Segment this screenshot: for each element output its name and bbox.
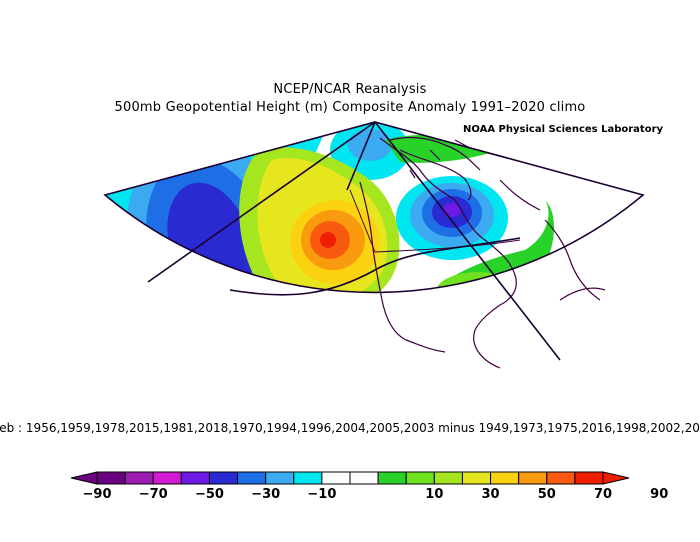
borders <box>349 189 521 253</box>
colorbar-arrow-right <box>602 471 630 485</box>
colorbar-tick-label: 10 <box>425 487 443 502</box>
coastlines <box>359 136 606 369</box>
northeast-pacific-ridge <box>239 147 400 293</box>
colorbar-tick-label: −90 <box>83 487 112 502</box>
colorbar-swatch <box>237 471 267 485</box>
colorbar-swatch <box>518 471 548 485</box>
colorbar-swatch <box>490 471 520 485</box>
colorbar-swatch <box>152 471 182 485</box>
colorbar-swatch <box>461 471 492 485</box>
colorbar-swatch <box>180 471 210 485</box>
chart-subtitle-line: 500mb Geopotential Height (m) Composite … <box>114 100 586 115</box>
colorbar-swatch <box>124 471 154 485</box>
colorbar-swatch <box>293 471 323 485</box>
colorbar-tick-label: −50 <box>195 487 224 502</box>
colorbar-swatch <box>433 471 463 485</box>
colorbar-arrow-left <box>70 471 98 485</box>
colorbar-tick-label: −30 <box>251 487 280 502</box>
grid-lines <box>147 121 561 361</box>
credit-label: NOAA Physical Sciences Laboratory <box>463 124 664 135</box>
colorbar-swatch <box>96 471 126 485</box>
colorbar-swatch <box>377 471 407 485</box>
sector-outline <box>103 121 645 294</box>
colorbar-tick-label: −10 <box>307 487 336 502</box>
colorbar-tick-label: 50 <box>538 487 556 502</box>
colorbar-swatch <box>546 471 576 485</box>
colorbar-swatch <box>321 471 351 485</box>
colorbar-swatch <box>265 471 295 485</box>
colorbar-tick-label: 30 <box>482 487 500 502</box>
chart-title: NCEP/NCAR Reanalysis <box>273 82 427 97</box>
colorbar-swatch <box>208 471 239 485</box>
colorbar-tick-label: 90 <box>650 487 668 502</box>
colorbar-swatch <box>349 471 379 485</box>
colorbar-tick-label: 70 <box>594 487 612 502</box>
hudson-bay-low <box>396 176 508 260</box>
colorbar-swatch <box>405 471 435 485</box>
composite-years-label: Feb : 1956,1959,1978,2015,1981,2018,1970… <box>0 421 700 435</box>
colorbar-tick-label: −70 <box>139 487 168 502</box>
colorbar-swatch <box>574 471 604 485</box>
